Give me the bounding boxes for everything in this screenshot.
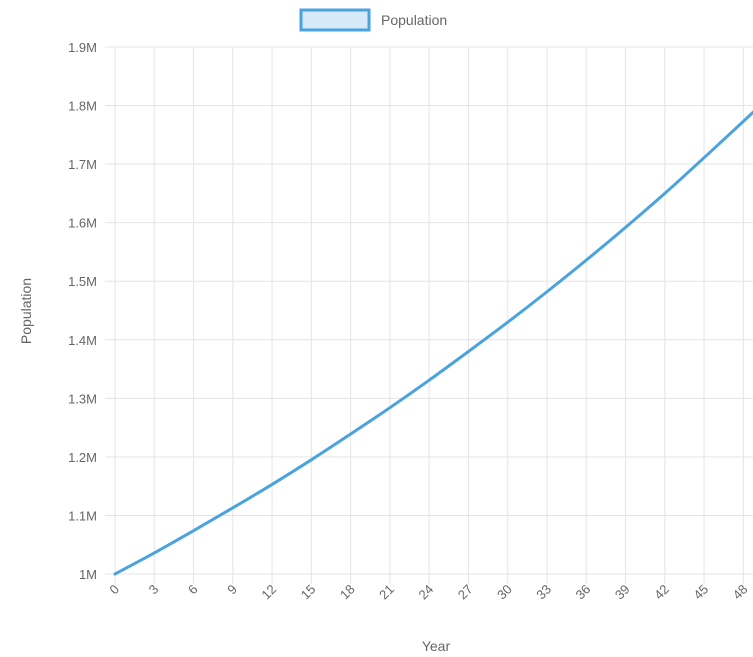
x-tick-label: 42 [651,582,672,603]
x-tick-label: 48 [730,582,751,603]
x-tick-label: 18 [337,582,358,603]
x-tick-label: 39 [612,582,633,603]
x-tick-label: 9 [224,582,240,598]
y-tick-label: 1.9M [68,40,97,55]
x-tick-label: 3 [146,582,162,598]
y-tick-label: 1.4M [68,333,97,348]
x-tick-label: 15 [298,582,319,603]
x-tick-label: 30 [494,582,515,603]
y-axis-title: Population [18,278,34,344]
x-tick-label: 0 [106,582,122,598]
legend-swatch-population [299,8,371,32]
x-axis-title: Year [422,638,451,654]
y-tick-label: 1.1M [68,508,97,523]
series-line-population [113,110,753,576]
x-tick-label: 6 [185,582,201,598]
y-tick-label: 1.2M [68,450,97,465]
legend[interactable]: Population [299,8,447,32]
y-tick-label: 1M [79,567,97,582]
y-tick-label: 1.6M [68,216,97,231]
x-tick-label: 45 [690,582,711,603]
x-tick-label: 12 [258,582,279,603]
x-tick-label: 21 [376,582,397,603]
y-tick-label: 1.8M [68,99,97,114]
legend-label-population: Population [381,12,447,28]
x-tick-label: 27 [455,582,476,603]
x-tick-label: 36 [573,582,594,603]
x-axis-ticks: 0 3 6 9 12 15 18 21 24 27 30 33 36 39 42 45 48 [106,582,750,603]
y-tick-label: 1.5M [68,274,97,289]
x-gridlines [114,47,744,584]
y-axis-ticks: 1M 1.1M 1.2M 1.3M 1.4M 1.5M 1.6M 1.7M 1.8M 1.9M [68,40,97,582]
x-tick-label: 24 [415,582,436,603]
x-tick-label: 33 [533,582,554,603]
y-tick-label: 1.7M [68,157,97,172]
y-tick-label: 1.3M [68,391,97,406]
